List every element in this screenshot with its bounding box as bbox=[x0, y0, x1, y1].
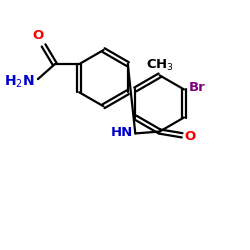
Text: CH$_3$: CH$_3$ bbox=[146, 58, 174, 72]
Text: O: O bbox=[32, 29, 44, 42]
Text: HN: HN bbox=[111, 126, 134, 139]
Text: H$_2$N: H$_2$N bbox=[4, 74, 35, 90]
Text: Br: Br bbox=[189, 81, 206, 94]
Text: O: O bbox=[184, 130, 195, 143]
